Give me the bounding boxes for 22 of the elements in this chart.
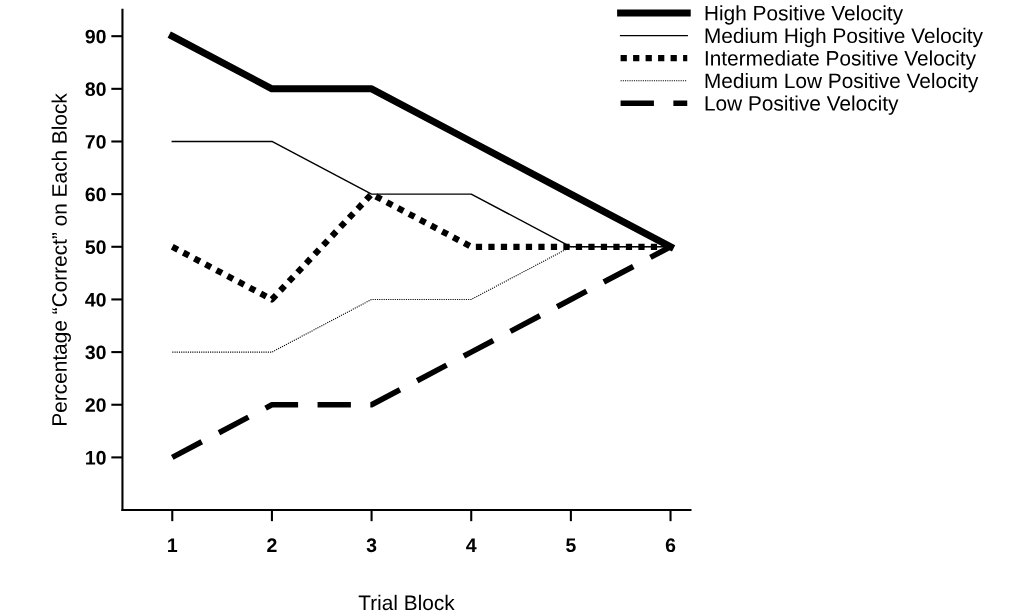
x-tick-label: 1 [168, 538, 178, 552]
y-tick-label: 20 [85, 398, 106, 412]
y-tick-label: 90 [85, 29, 106, 44]
x-tick-label: 4 [466, 538, 477, 552]
y-tick-label: 30 [85, 345, 106, 360]
legend-label: High Positive Velocity [705, 5, 904, 25]
y-tick-label: 10 [86, 450, 106, 465]
x-tick-label: 2 [267, 538, 277, 552]
x-tick-label: 3 [366, 538, 377, 553]
y-tick-label: 50 [85, 240, 106, 255]
y-tick-label: 40 [85, 292, 106, 307]
legend-label: Low Positive Velocity [705, 95, 899, 115]
y-axis-title: Percentage “Correct” on Each Block [51, 93, 71, 425]
x-axis-title: Trial Block [358, 594, 455, 611]
y-tick-label: 80 [85, 82, 106, 97]
y-tick-label: 70 [85, 134, 106, 149]
y-tick-label: 60 [85, 187, 106, 202]
legend-label: Medium Low Positive Velocity [705, 72, 979, 93]
legend-label: Medium High Positive Velocity [705, 27, 983, 48]
legend-label: Intermediate Positive Velocity [705, 50, 977, 70]
x-tick-label: 5 [566, 538, 576, 553]
x-tick-label: 6 [665, 538, 676, 553]
